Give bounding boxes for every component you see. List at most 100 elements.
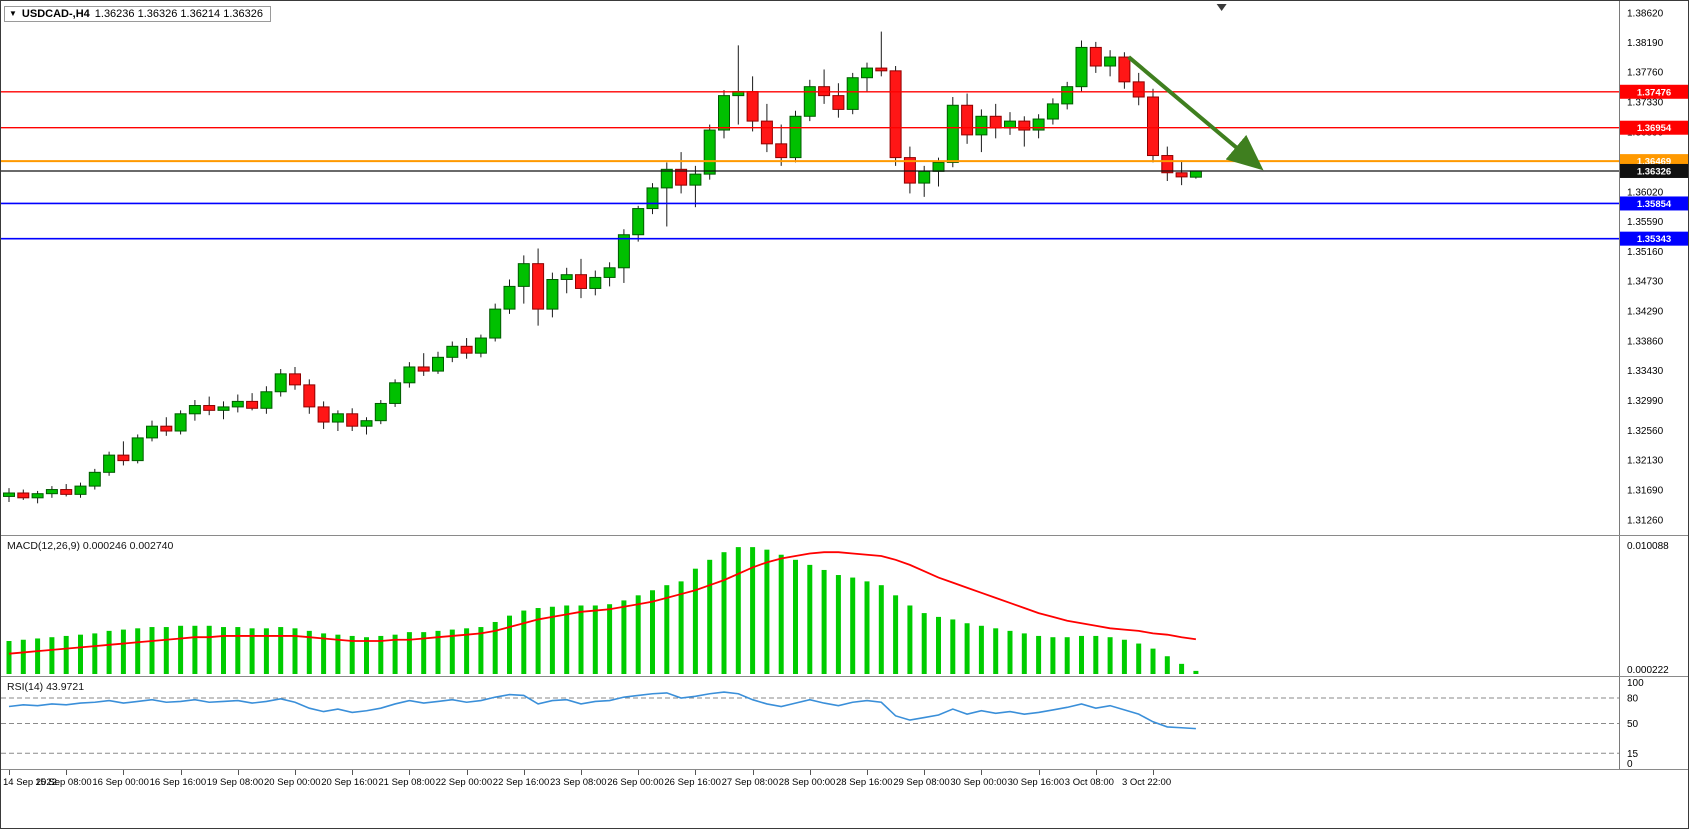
rsi-tick-label: 15 — [1627, 749, 1639, 760]
macd-histogram-bar — [993, 628, 999, 674]
macd-histogram-bar — [20, 639, 26, 674]
rsi-chart[interactable]: 100 80 50 150 — [1, 677, 1689, 769]
symbol-dropdown-icon[interactable]: ▼ — [9, 9, 17, 18]
macd-histogram-bar — [263, 628, 269, 674]
rsi-tick-label: 50 — [1627, 719, 1639, 730]
time-tickmark — [981, 770, 983, 775]
bear-candle — [903, 157, 916, 184]
bull-candle — [560, 274, 573, 281]
macd-histogram-bar — [750, 547, 756, 674]
bear-candle — [575, 274, 587, 289]
bear-candle — [160, 425, 173, 432]
macd-histogram-bar — [521, 610, 527, 674]
macd-histogram-bar — [621, 600, 627, 674]
price-tick-label: 1.34290 — [1627, 307, 1664, 318]
bull-candle — [274, 373, 287, 393]
bull-candle — [146, 425, 158, 439]
macd-histogram-bar — [507, 615, 512, 674]
time-tickmark — [924, 770, 926, 775]
macd-histogram-bar — [92, 633, 98, 674]
bull-candle — [174, 413, 187, 432]
bear-candle — [875, 67, 888, 72]
price-tick-label: 1.38190 — [1627, 38, 1664, 49]
chart-shift-marker-icon[interactable] — [1216, 4, 1227, 11]
macd-histogram-bar — [592, 605, 598, 674]
bull-candle — [432, 356, 444, 372]
candlestick-chart[interactable]: 1.386201.381901.377601.373301.368901.364… — [1, 1, 1689, 535]
bull-candle — [474, 337, 487, 354]
bear-candle — [246, 400, 259, 409]
bear-candle — [832, 95, 845, 110]
macd-histogram-bar — [49, 637, 55, 674]
bear-candle — [961, 104, 974, 136]
bull-candle — [131, 437, 144, 462]
bear-candle — [675, 168, 688, 186]
time-tickmark — [695, 770, 697, 775]
time-tickmark — [295, 770, 296, 775]
macd-chart[interactable]: 0.010088 0.000222 — [1, 536, 1689, 676]
macd-histogram-bar — [235, 627, 241, 674]
bull-candle — [389, 382, 402, 404]
chart-title-box: ▼ USDCAD-,H4 1.36236 1.36326 1.36214 1.3… — [4, 6, 271, 22]
macd-histogram-bar — [421, 632, 427, 674]
macd-histogram-bar — [821, 569, 827, 674]
bull-candle — [1061, 86, 1074, 105]
price-tick-label: 1.35590 — [1627, 217, 1664, 228]
macd-histogram-bar — [1079, 635, 1084, 674]
price-badge — [1620, 196, 1688, 211]
macd-histogram-bar — [635, 595, 641, 674]
time-tickmark — [9, 770, 10, 775]
rsi-panel: 100 80 50 15 0 RSI(14) 43.9721 — [1, 676, 1689, 769]
macd-histogram-bar — [249, 628, 255, 674]
rsi-tick-label: 100 — [1627, 678, 1644, 689]
macd-histogram-bar — [921, 613, 927, 674]
time-label: 19 Sep 08:00 — [206, 777, 264, 788]
macd-panel: 0.010088 0.000222 MACD(12,26,9) 0.000246 … — [1, 535, 1689, 676]
macd-histogram-bar — [936, 616, 941, 674]
macd-histogram-bar — [149, 627, 155, 674]
macd-histogram-bar — [850, 577, 856, 674]
symbol-timeframe-label: USDCAD-,H4 — [21, 8, 90, 20]
rsi-label: RSI(14) 43.9721 — [7, 681, 85, 693]
price-badge — [1620, 84, 1688, 99]
macd-histogram-bar — [1093, 635, 1099, 674]
price-tick-label: 1.37330 — [1627, 97, 1664, 108]
time-label: 28 Sep 00:00 — [778, 777, 836, 788]
time-tickmark — [752, 770, 754, 775]
time-label: 30 Sep 00:00 — [950, 777, 1007, 788]
bull-candle — [260, 391, 273, 409]
bear-candle — [203, 405, 216, 411]
time-axis[interactable]: 14 Sep 2022 15 Sep 08:00 16 Sep 00:00 16 Se… — [1, 769, 1688, 828]
price-tick-label: 1.38620 — [1627, 8, 1664, 19]
time-tickmark — [1038, 770, 1040, 775]
bull-candle — [632, 208, 645, 236]
bear-candle — [1132, 81, 1145, 98]
bull-candle — [31, 493, 44, 499]
macd-histogram-bar — [678, 581, 684, 674]
macd-histogram-bar — [106, 630, 112, 674]
macd-histogram-bar — [1064, 637, 1070, 674]
bear-candle — [1161, 155, 1174, 174]
macd-axis-max: 0.010088 — [1627, 541, 1669, 552]
bull-candle — [718, 95, 730, 131]
price-tick-label: 1.35160 — [1627, 247, 1664, 258]
bull-candle — [861, 67, 873, 79]
bull-candle — [703, 129, 716, 175]
macd-histogram-bar — [1136, 643, 1142, 674]
macd-histogram-bar — [650, 590, 655, 674]
time-tickmark — [352, 770, 354, 775]
trend-arrow[interactable] — [1127, 55, 1264, 171]
price-tick-label: 1.36020 — [1627, 188, 1664, 199]
macd-histogram-bar — [120, 629, 126, 674]
price-badge-label: 1.35854 — [1637, 199, 1672, 210]
ohlc-readout: 1.36236 1.36326 1.36214 1.36326 — [94, 8, 263, 20]
bear-candle — [117, 454, 130, 462]
time-label: 3 Oct 22:00 — [1122, 777, 1172, 788]
bull-candle — [446, 345, 459, 358]
bear-candle — [532, 263, 545, 310]
price-tick-label: 1.32130 — [1627, 455, 1664, 466]
macd-histogram-bar — [1121, 639, 1127, 674]
macd-histogram-bar — [950, 619, 956, 674]
macd-histogram-bar — [607, 604, 613, 674]
time-tickmark — [466, 770, 468, 775]
